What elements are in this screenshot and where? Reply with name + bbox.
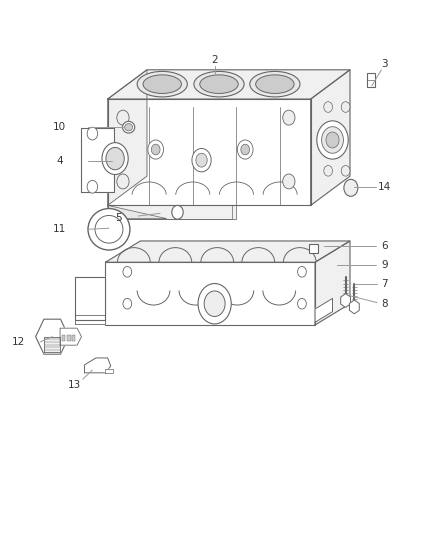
Polygon shape	[106, 241, 350, 262]
Polygon shape	[44, 337, 60, 352]
Polygon shape	[81, 128, 114, 192]
Circle shape	[172, 205, 183, 219]
Polygon shape	[60, 328, 81, 345]
Polygon shape	[108, 99, 311, 205]
Circle shape	[87, 180, 98, 193]
Circle shape	[324, 102, 332, 112]
Circle shape	[192, 149, 211, 172]
Ellipse shape	[317, 121, 348, 159]
Polygon shape	[108, 205, 166, 219]
Polygon shape	[108, 70, 147, 205]
Circle shape	[237, 140, 253, 159]
Polygon shape	[108, 70, 350, 99]
Ellipse shape	[326, 132, 339, 148]
Polygon shape	[315, 241, 350, 325]
Circle shape	[283, 174, 295, 189]
Circle shape	[324, 165, 332, 176]
Circle shape	[196, 154, 207, 167]
Circle shape	[123, 298, 132, 309]
Ellipse shape	[88, 208, 130, 250]
Bar	[367, 73, 375, 87]
Ellipse shape	[123, 122, 135, 133]
Circle shape	[341, 165, 350, 176]
Text: 8: 8	[381, 298, 388, 309]
Ellipse shape	[102, 143, 128, 174]
Ellipse shape	[106, 148, 124, 169]
Circle shape	[148, 140, 163, 159]
Polygon shape	[106, 262, 315, 325]
Ellipse shape	[125, 124, 133, 131]
Ellipse shape	[194, 71, 244, 97]
Circle shape	[204, 291, 225, 317]
Circle shape	[344, 179, 358, 196]
Polygon shape	[106, 368, 113, 373]
Bar	[62, 335, 65, 341]
Ellipse shape	[321, 127, 343, 154]
Polygon shape	[315, 298, 332, 322]
Ellipse shape	[200, 75, 238, 93]
Text: 6: 6	[381, 241, 388, 251]
Bar	[67, 335, 71, 341]
Circle shape	[297, 266, 306, 277]
Polygon shape	[75, 277, 106, 320]
Text: 12: 12	[11, 337, 25, 347]
Text: 3: 3	[381, 60, 388, 69]
Circle shape	[341, 102, 350, 112]
Text: 10: 10	[53, 122, 66, 132]
Circle shape	[117, 174, 129, 189]
Ellipse shape	[250, 71, 300, 97]
Text: 4: 4	[57, 156, 63, 166]
Circle shape	[123, 266, 132, 277]
Circle shape	[198, 284, 231, 324]
Ellipse shape	[137, 71, 187, 97]
Ellipse shape	[256, 75, 294, 93]
Ellipse shape	[143, 75, 181, 93]
Text: 9: 9	[381, 260, 388, 270]
Polygon shape	[108, 205, 232, 219]
Text: 13: 13	[67, 379, 81, 390]
Text: 5: 5	[115, 213, 122, 223]
Circle shape	[87, 127, 98, 140]
Text: 2: 2	[211, 55, 218, 65]
Circle shape	[241, 144, 250, 155]
Bar	[309, 244, 318, 253]
Text: 11: 11	[53, 224, 66, 235]
Circle shape	[297, 298, 306, 309]
Polygon shape	[108, 205, 237, 219]
Circle shape	[283, 110, 295, 125]
Bar	[72, 335, 75, 341]
Ellipse shape	[95, 215, 123, 243]
Polygon shape	[311, 70, 350, 205]
Circle shape	[117, 110, 129, 125]
Circle shape	[151, 144, 160, 155]
Polygon shape	[75, 316, 106, 324]
Text: 14: 14	[378, 182, 392, 192]
Text: 7: 7	[381, 279, 388, 288]
Polygon shape	[85, 358, 111, 373]
